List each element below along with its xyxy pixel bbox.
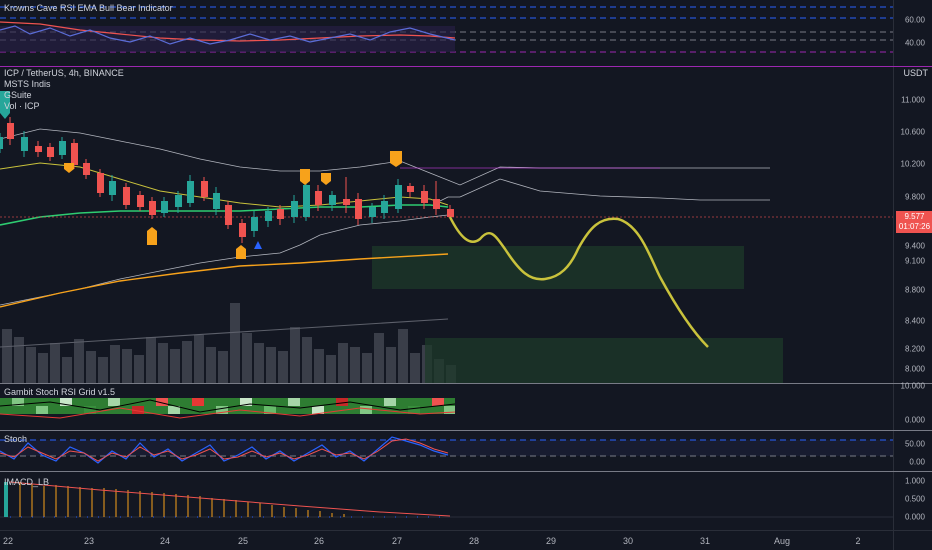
price-tick: 8.000 [904,364,925,374]
symbol-title[interactable]: ICP / TetherUS, 4h, BINANCE [4,68,124,78]
volume-bars [2,303,456,383]
price-tick: 8.400 [904,316,925,326]
last-price: 9.577 [904,212,925,221]
time-label: 28 [468,536,480,546]
imacd-histogram [19,482,345,517]
last-price-badge: 9.577 01:07:26 [896,211,932,233]
target-zone-2 [425,338,783,383]
currency-label[interactable]: USDT [903,68,929,78]
price-tick: 11.000 [901,95,925,105]
imacd-tick: 0.500 [904,494,925,504]
price-tick: 8.800 [904,285,925,295]
price-tick: 9.800 [904,192,925,202]
price-tick: 10.200 [900,159,925,169]
price-tick: 10.600 [900,127,925,137]
time-label: Aug [773,536,791,546]
rsi-ema-title: Krowns Cave RSI EMA Bull Bear Indicator [4,3,173,13]
candles [0,117,454,243]
stoch-plot [0,436,893,464]
rsi-ema-plot [0,6,893,53]
pane-divider[interactable] [0,66,932,67]
imacd-tick: 1.000 [904,476,925,486]
time-label: 25 [237,536,249,546]
rsi-ema-tick: 40.00 [904,38,925,48]
time-label: 30 [622,536,634,546]
stoch-rsi-grid-title[interactable]: Gambit Stoch RSI Grid v1.5 [4,387,116,397]
stoch-tick: 0.00 [909,457,925,467]
stoch-tick: 50.00 [904,439,925,449]
stoch-title[interactable]: Stoch [4,434,28,444]
main-price-axis[interactable]: USDT 11.000 10.600 10.200 9.800 9.400 9.… [893,67,932,383]
time-label: 24 [159,536,171,546]
imacd-plot [0,481,893,518]
imacd-axis[interactable]: 1.000 0.500 0.000 [893,472,932,530]
indicator-label-msts[interactable]: MSTS Indis [4,79,51,89]
time-label: 22 [2,536,14,546]
time-label: 29 [545,536,557,546]
stoch-rsi-grid-pane[interactable]: Gambit Stoch RSI Grid v1.5 [0,384,893,430]
grid-tick: 10.000 [900,381,925,391]
rsi-ema-price-axis[interactable]: 60.00 40.00 [893,0,932,66]
target-zone-1 [372,246,744,289]
stoch-axis[interactable]: 50.00 0.00 [893,431,932,471]
candle-countdown: 01:07:26 [898,222,931,231]
time-label: 23 [83,536,95,546]
main-chart-plot [0,91,893,383]
indicator-label-volume[interactable]: Vol · ICP [4,101,40,111]
imacd-tick: 0.000 [904,512,925,522]
imacd-title[interactable]: IMACD_LB [4,477,50,487]
indicator-label-gsuite[interactable]: GSuite [4,90,32,100]
pane-divider[interactable] [0,383,932,384]
forecast-path [448,216,709,348]
time-axis[interactable] [0,531,893,550]
imacd-pane[interactable]: IMACD_LB [0,472,893,530]
main-chart-pane[interactable]: ICP / TetherUS, 4h, BINANCE MSTS Indis G… [0,67,893,383]
stoch-pane[interactable]: Stoch [0,431,893,471]
price-tick: 8.200 [904,344,925,354]
time-axis-divider [0,530,932,531]
rsi-ema-tick: 60.00 [904,15,925,25]
price-tick: 9.400 [904,241,925,251]
time-label: 31 [699,536,711,546]
stoch-rsi-grid-axis[interactable]: 10.000 0.000 [893,381,932,430]
price-tick: 9.100 [904,256,925,266]
axis-corner [893,531,932,550]
pane-divider[interactable] [0,471,932,472]
rsi-ema-pane[interactable]: Krowns Cave RSI EMA Bull Bear Indicator [0,0,893,66]
stoch-rsi-grid-plot [0,398,456,419]
time-label: 26 [313,536,325,546]
pane-divider[interactable] [0,430,932,431]
grid-tick: 0.000 [904,415,925,425]
signal-markers [0,91,402,259]
time-label: 27 [391,536,403,546]
time-label: 2 [855,536,861,546]
